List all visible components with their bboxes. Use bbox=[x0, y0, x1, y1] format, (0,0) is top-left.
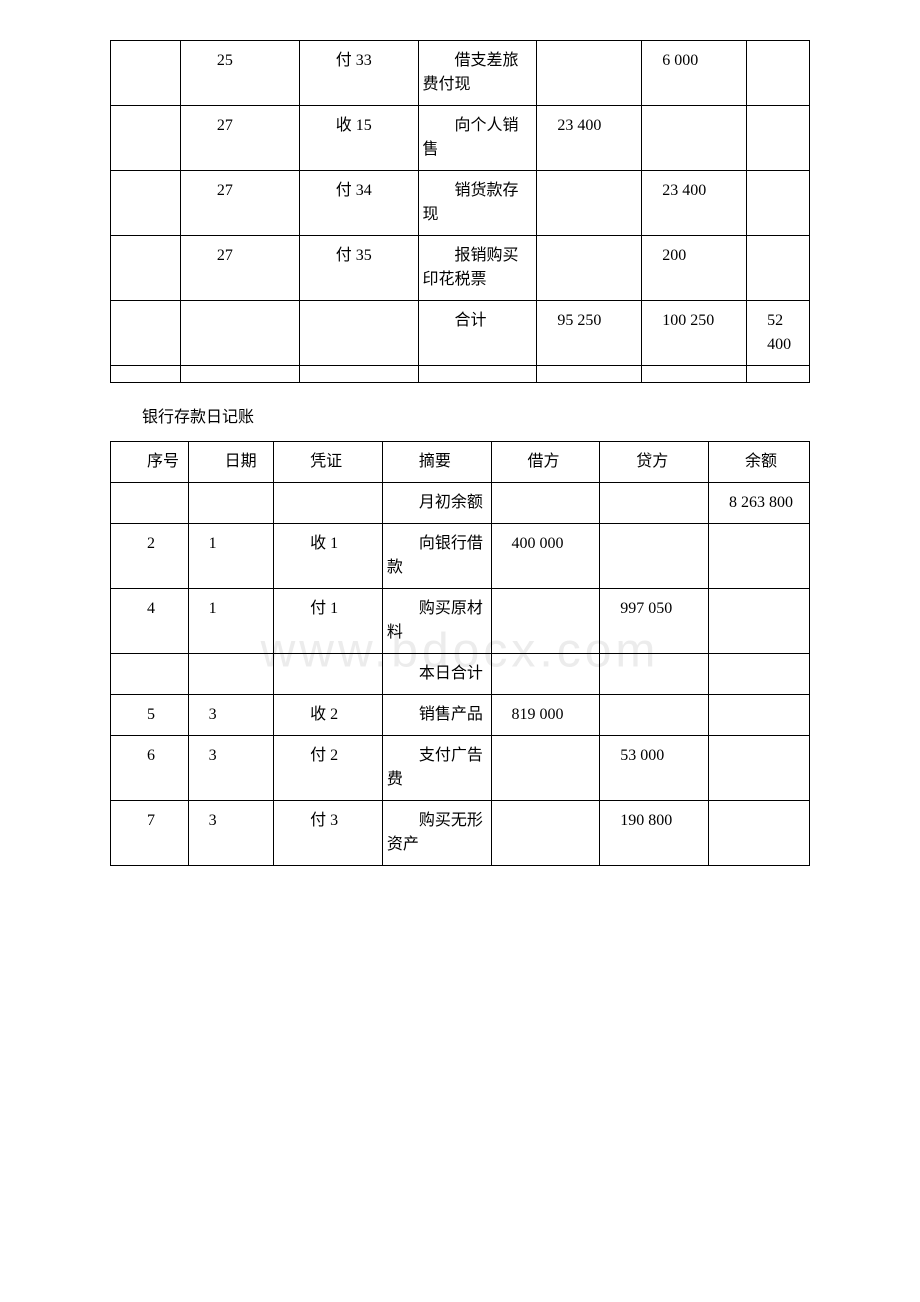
table-row: 6 3 付 2 支付广告费 53 000 bbox=[111, 736, 810, 801]
cell: 25 bbox=[185, 49, 295, 73]
cell: 819 000 bbox=[496, 703, 596, 727]
cell: 收 1 bbox=[278, 532, 378, 556]
cell: 5 bbox=[115, 703, 184, 727]
cell: 3 bbox=[193, 809, 269, 833]
table-row: 本日合计 bbox=[111, 654, 810, 695]
cell: 向银行借款 bbox=[387, 532, 487, 580]
bank-deposit-journal-table: 序号 日期 凭证 摘要 借方 贷方 余额 月初余额 8 263 800 2 1 bbox=[110, 441, 810, 866]
cell: 付 3 bbox=[278, 809, 378, 833]
cell: 6 bbox=[115, 744, 184, 768]
table-row: 4 1 付 1 购买原材料 997 050 bbox=[111, 589, 810, 654]
header-cell: 贷方 bbox=[604, 450, 704, 474]
cell: 53 000 bbox=[604, 744, 704, 768]
table-row: 27 付 35 报销购买印花税票 200 bbox=[111, 236, 810, 301]
cell: 合计 bbox=[423, 309, 533, 333]
cell: 52 400 bbox=[751, 309, 805, 357]
cell: 收 15 bbox=[304, 114, 414, 138]
cell: 付 1 bbox=[278, 597, 378, 621]
cell: 23 400 bbox=[646, 179, 742, 203]
table-row: 27 收 15 向个人销售 23 400 bbox=[111, 106, 810, 171]
header-cell: 借方 bbox=[496, 450, 596, 474]
cell: 付 34 bbox=[304, 179, 414, 203]
cell: 购买原材料 bbox=[387, 597, 487, 645]
header-cell: 序号 bbox=[115, 450, 184, 474]
cell: 7 bbox=[115, 809, 184, 833]
cell: 销货款存现 bbox=[423, 179, 533, 227]
header-cell: 余额 bbox=[713, 450, 805, 474]
cell: 100 250 bbox=[646, 309, 742, 333]
table-header-row: 序号 日期 凭证 摘要 借方 贷方 余额 bbox=[111, 442, 810, 483]
table-row: 7 3 付 3 购买无形资产 190 800 bbox=[111, 801, 810, 866]
cell: 3 bbox=[193, 703, 269, 727]
table-row: 27 付 34 销货款存现 23 400 bbox=[111, 171, 810, 236]
cell: 4 bbox=[115, 597, 184, 621]
cell: 支付广告费 bbox=[387, 744, 487, 792]
cell: 400 000 bbox=[496, 532, 596, 556]
table-row: 2 1 收 1 向银行借款 400 000 bbox=[111, 524, 810, 589]
cell: 997 050 bbox=[604, 597, 704, 621]
cell: 95 250 bbox=[541, 309, 637, 333]
cell: 2 bbox=[115, 532, 184, 556]
cell: 27 bbox=[185, 114, 295, 138]
cell: 27 bbox=[185, 179, 295, 203]
cell: 报销购买印花税票 bbox=[423, 244, 533, 292]
cell: 6 000 bbox=[646, 49, 742, 73]
cell: 27 bbox=[185, 244, 295, 268]
table-row: 合计 95 250 100 250 52 400 bbox=[111, 301, 810, 366]
table-row: 月初余额 8 263 800 bbox=[111, 483, 810, 524]
cell: 200 bbox=[646, 244, 742, 268]
cell: 购买无形资产 bbox=[387, 809, 487, 857]
table-row: 25 付 33 借支差旅费付现 6 000 bbox=[111, 41, 810, 106]
cell: 23 400 bbox=[541, 114, 637, 138]
section-title: 银行存款日记账 bbox=[110, 403, 810, 427]
cell: 销售产品 bbox=[387, 703, 487, 727]
cell: 8 263 800 bbox=[713, 491, 805, 515]
header-cell: 摘要 bbox=[387, 450, 487, 474]
cash-journal-table: 25 付 33 借支差旅费付现 6 000 27 收 15 向个人销售 23 4… bbox=[110, 40, 810, 383]
cell: 月初余额 bbox=[387, 491, 487, 515]
cell: 3 bbox=[193, 744, 269, 768]
cell: 付 35 bbox=[304, 244, 414, 268]
header-cell: 凭证 bbox=[278, 450, 378, 474]
cell: 付 2 bbox=[278, 744, 378, 768]
table-row: 5 3 收 2 销售产品 819 000 bbox=[111, 695, 810, 736]
cell: 付 33 bbox=[304, 49, 414, 73]
cell: 1 bbox=[193, 597, 269, 621]
cell: 190 800 bbox=[604, 809, 704, 833]
cell: 向个人销售 bbox=[423, 114, 533, 162]
header-cell: 日期 bbox=[193, 450, 269, 474]
cell: 收 2 bbox=[278, 703, 378, 727]
cell: 1 bbox=[193, 532, 269, 556]
cell: 本日合计 bbox=[387, 662, 487, 686]
cell: 借支差旅费付现 bbox=[423, 49, 533, 97]
table-row bbox=[111, 366, 810, 383]
